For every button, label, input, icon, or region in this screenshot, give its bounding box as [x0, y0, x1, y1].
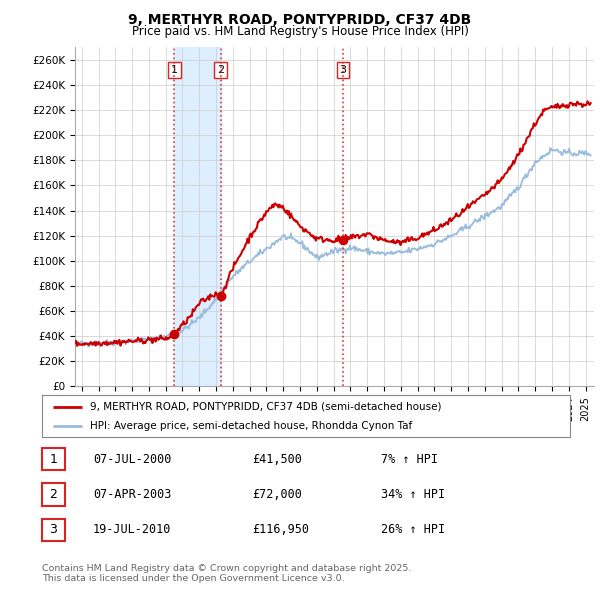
Text: 9, MERTHYR ROAD, PONTYPRIDD, CF37 4DB (semi-detached house): 9, MERTHYR ROAD, PONTYPRIDD, CF37 4DB (s…	[89, 402, 441, 412]
Text: 3: 3	[340, 65, 346, 75]
Text: £41,500: £41,500	[252, 453, 302, 466]
Text: 2: 2	[217, 65, 224, 75]
Text: 07-APR-2003: 07-APR-2003	[93, 488, 172, 501]
Text: 1: 1	[49, 453, 58, 466]
Text: 9, MERTHYR ROAD, PONTYPRIDD, CF37 4DB: 9, MERTHYR ROAD, PONTYPRIDD, CF37 4DB	[128, 13, 472, 27]
Text: 07-JUL-2000: 07-JUL-2000	[93, 453, 172, 466]
Text: £116,950: £116,950	[252, 523, 309, 536]
Text: HPI: Average price, semi-detached house, Rhondda Cynon Taf: HPI: Average price, semi-detached house,…	[89, 421, 412, 431]
Text: 26% ↑ HPI: 26% ↑ HPI	[381, 523, 445, 536]
Bar	[175, 47, 221, 386]
Text: 7% ↑ HPI: 7% ↑ HPI	[381, 453, 438, 466]
Text: 3: 3	[49, 523, 58, 536]
Text: £72,000: £72,000	[252, 488, 302, 501]
Text: 1: 1	[171, 65, 178, 75]
Text: Contains HM Land Registry data © Crown copyright and database right 2025.
This d: Contains HM Land Registry data © Crown c…	[42, 563, 412, 583]
Text: Price paid vs. HM Land Registry's House Price Index (HPI): Price paid vs. HM Land Registry's House …	[131, 25, 469, 38]
Text: 34% ↑ HPI: 34% ↑ HPI	[381, 488, 445, 501]
Text: 19-JUL-2010: 19-JUL-2010	[93, 523, 172, 536]
Text: 2: 2	[49, 488, 58, 501]
